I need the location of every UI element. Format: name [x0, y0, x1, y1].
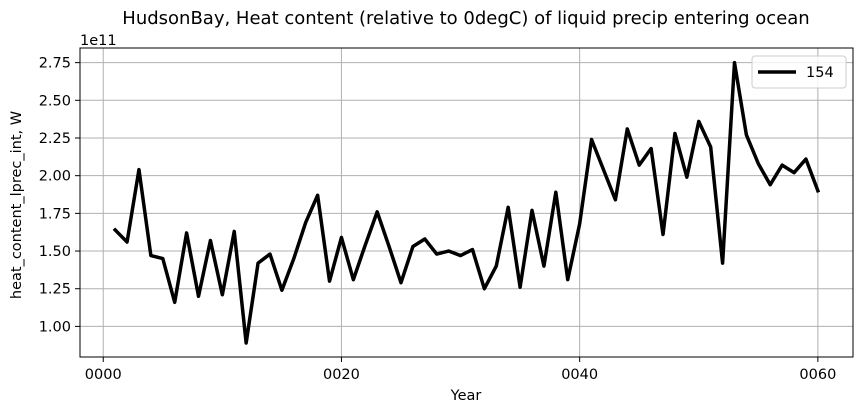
x-tick-label: 0000: [85, 367, 122, 383]
y-tick-label: 2.25: [39, 131, 71, 147]
legend-label: 154: [806, 65, 834, 81]
plot-area: [79, 47, 854, 358]
series-line: [112, 60, 821, 345]
y-tick-label: 2.75: [39, 56, 71, 72]
series-layer: [112, 60, 821, 345]
x-tick-label: 0040: [561, 367, 598, 383]
x-tick-label: 0060: [799, 367, 836, 383]
legend: 154: [751, 55, 847, 89]
y-tick-label: 2.00: [39, 169, 71, 185]
y-axis-exponent-label: 1e11: [80, 33, 117, 49]
x-tick-label: 0020: [323, 367, 360, 383]
y-tick-label: 2.50: [39, 93, 71, 109]
y-tick-label: 1.75: [39, 206, 71, 222]
y-tick-label: 1.25: [39, 282, 71, 298]
axis-ticks: 0000 0020 0040 0060 1.00 1.25 1.50 1.75 2.00 2.25…: [39, 56, 837, 383]
y-axis-label: heat_content_lprec_int, W: [9, 111, 25, 299]
y-tick-label: 1.50: [39, 244, 71, 260]
y-tick-label: 1.00: [39, 319, 71, 335]
grid: [80, 48, 853, 357]
legend-box: [751, 55, 847, 89]
chart-title: HudsonBay, Heat content (relative to 0de…: [122, 8, 809, 29]
x-axis-label: Year: [450, 388, 482, 404]
